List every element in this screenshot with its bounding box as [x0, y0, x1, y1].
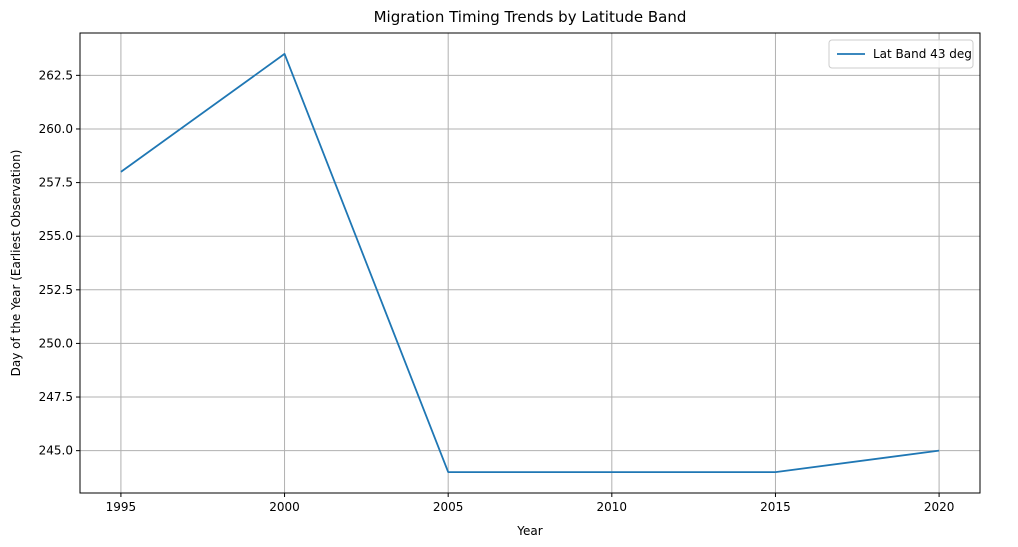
y-tick-label: 252.5 [39, 283, 73, 297]
y-tick-label: 262.5 [39, 68, 73, 82]
x-tick-label: 2000 [269, 500, 300, 514]
y-tick-label: 260.0 [39, 122, 73, 136]
y-tick-label: 255.0 [39, 229, 73, 243]
legend: Lat Band 43 deg [828, 39, 974, 69]
x-tick-label: 1995 [106, 500, 137, 514]
y-tick-label: 250.0 [39, 336, 73, 350]
x-tick-label: 2015 [760, 500, 791, 514]
ticks-layer: 1995 2000 2005 2010 2015 2020 245.0 247.5 250.0 2… [39, 68, 955, 514]
plot-frame [79, 32, 981, 494]
x-tick-label: 2005 [433, 500, 464, 514]
y-tick-label: 245.0 [39, 444, 73, 458]
y-tick-label: 257.5 [39, 176, 73, 190]
y-tick-label: 247.5 [39, 390, 73, 404]
chart-title: Migration Timing Trends by Latitude Band [374, 8, 687, 26]
series-layer [120, 53, 940, 473]
legend-label: Lat Band 43 deg [873, 47, 972, 61]
legend-box [828, 39, 974, 69]
grid-layer [80, 33, 980, 493]
x-tick-label: 2020 [924, 500, 955, 514]
y-axis-label: Day of the Year (Earliest Observation) [9, 150, 23, 377]
x-axis-label: Year [516, 524, 542, 538]
series-line [120, 53, 940, 473]
x-tick-label: 2010 [597, 500, 628, 514]
